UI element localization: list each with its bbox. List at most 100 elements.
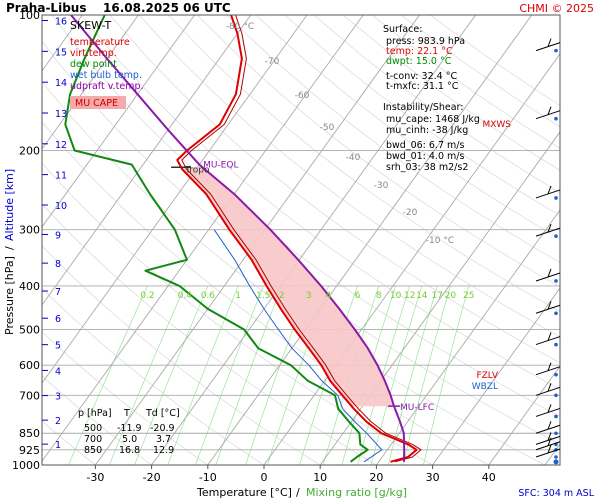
table-row-850-p: 850 xyxy=(84,445,102,456)
parcel-profile xyxy=(70,15,406,462)
isotherm-value-label: -50 xyxy=(320,123,335,133)
isotherm-value-label: -30 xyxy=(374,181,389,191)
y-axis-label-altitude: Altitude [km] xyxy=(3,169,16,241)
isotherm-value-label: -10 °C xyxy=(426,236,454,246)
isotherm-line xyxy=(42,15,364,462)
mixing-ratio-value-label: 25 xyxy=(463,291,474,301)
dry-adiabat xyxy=(255,15,560,240)
wind-barb-feather xyxy=(547,106,552,115)
dry-adiabat xyxy=(167,15,560,312)
table-row-500-td: -20.9 xyxy=(150,423,175,434)
surface-tmxfc: t-mxfc: 31.1 °C xyxy=(386,81,459,92)
x-axis-tick-label: 40 xyxy=(482,471,496,484)
isotherm-value-label: -40 xyxy=(346,153,361,163)
dry-adiabat xyxy=(109,15,560,364)
credit-label: CHMI © 2025 xyxy=(519,2,594,15)
mu-cinh-value: mu_cinh: -38 J/kg xyxy=(386,125,468,136)
altitude-tick-label: 4 xyxy=(55,366,61,377)
wind-barb-feather xyxy=(547,437,552,446)
x-axis-label-separator: / xyxy=(296,486,300,499)
bwd06-value: bwd_06: 6.7 m/s xyxy=(386,140,464,151)
wind-barb-feather xyxy=(547,301,552,310)
wind-barb-base xyxy=(554,311,558,316)
x-axis-label-mixing-ratio: Mixing ratio [g/kg] xyxy=(306,486,407,499)
mixing-ratio-line xyxy=(108,285,186,465)
isotherm-value-label: -80 °C xyxy=(226,22,254,32)
surface-panel: Surface: press: 983.9 hPa temp: 22.1 °C … xyxy=(383,24,480,173)
altitude-tick-label: 7 xyxy=(55,287,61,298)
mixing-ratio-line xyxy=(195,285,264,465)
mixing-ratio-value-label: 8 xyxy=(376,291,382,301)
wind-barb-base xyxy=(554,414,558,419)
y-axis-label-separator: / xyxy=(3,246,16,250)
mu-eql-label: MU-EQL xyxy=(203,160,238,170)
wind-barb-feather xyxy=(547,268,552,278)
wind-barb-base xyxy=(554,279,558,283)
instability-heading: Instability/Shear: xyxy=(383,102,463,113)
mixing-ratio-value-label: 6 xyxy=(355,291,361,301)
mixing-ratio-value-label: 0.4 xyxy=(178,291,193,301)
altitude-tick-label: 15 xyxy=(55,47,67,58)
isotherm-line xyxy=(42,15,308,384)
sfc-altitude-label: SFC: 304 m ASL xyxy=(518,488,594,499)
wind-barb-base xyxy=(554,196,558,200)
altitude-tick-label: 11 xyxy=(55,171,67,182)
dew-point-profile xyxy=(64,15,369,463)
x-axis-tick-label: -10 xyxy=(199,471,217,484)
table-row-700-p: 700 xyxy=(84,434,102,445)
table-header-p: p [hPa] xyxy=(78,408,112,419)
surface-wind-dot xyxy=(553,459,559,465)
dry-adiabat xyxy=(80,15,560,390)
wind-barb-base xyxy=(554,431,558,436)
table-row-700-td: 3.7 xyxy=(156,434,171,445)
mixing-ratio-value-label: 14 xyxy=(416,291,428,301)
altitude-tick-label: 12 xyxy=(55,140,67,151)
wind-barb-feather xyxy=(547,444,552,454)
wind-barb-base xyxy=(554,393,558,398)
isotherm-line xyxy=(263,53,560,465)
cape-area xyxy=(181,167,394,407)
altitude-tick-label: 3 xyxy=(55,392,61,403)
wind-barb-feather xyxy=(547,185,552,195)
wind-barb-feather xyxy=(547,362,552,371)
wind-barb-base xyxy=(554,342,558,347)
table-row-850-t: 16.8 xyxy=(119,445,140,456)
surface-dwpt: dwpt: 15.0 °C xyxy=(386,56,452,67)
plot-frame xyxy=(41,14,561,466)
isotherm-line xyxy=(376,209,560,465)
pressure-tick-label: 400 xyxy=(19,280,40,293)
dry-adiabat xyxy=(197,15,560,288)
isotherm-line xyxy=(151,15,476,465)
wind-barb-feather xyxy=(547,432,552,441)
x-axis-label-temperature: Temperature [°C] xyxy=(196,486,292,499)
altitude-tick-label: 2 xyxy=(55,416,61,427)
dry-adiabat xyxy=(138,15,560,338)
legend-title: SKEW-T xyxy=(70,19,112,32)
altitude-tick-label: 1 xyxy=(55,440,61,451)
mixing-ratio-value-label: 0.6 xyxy=(201,291,216,301)
isotherm-value-label: -20 xyxy=(403,208,418,218)
levels-table: p [hPa] T Td [°C] 500 -11.9 -20.9 700 5.… xyxy=(78,408,180,456)
mixing-ratio-value-label: 4 xyxy=(326,291,332,301)
surface-heading: Surface: xyxy=(383,24,422,35)
legend-item-updraft-vtemp: udpraft v.temp. xyxy=(70,81,144,92)
mixing-ratio-value-label: 17 xyxy=(432,291,443,301)
x-axis-tick-label: -30 xyxy=(86,471,104,484)
x-axis-tick-label: 0 xyxy=(261,471,268,484)
dry-adiabat xyxy=(284,15,560,217)
altitude-tick-label: 6 xyxy=(55,314,61,325)
mu-cape-value: mu_cape: 1468 J/kg xyxy=(386,114,480,125)
legend-item-wet-bulb: wet bulb temp. xyxy=(70,70,142,81)
pressure-tick-label: 300 xyxy=(19,224,40,237)
isotherm-line xyxy=(42,15,139,150)
pressure-tick-label: 850 xyxy=(19,427,40,440)
surface-tconv: t-conv: 32.4 °C xyxy=(386,71,457,82)
wind-barb-column xyxy=(535,38,561,465)
mu-lfc-label: MU-LFC xyxy=(400,403,434,413)
fzlv-label: FZLV xyxy=(476,371,498,381)
legend-item-temperature: temperature xyxy=(70,37,130,48)
altitude-tick-label: 5 xyxy=(55,341,61,352)
station-title: Praha-Libus xyxy=(6,1,86,15)
mixing-ratio-value-label: 2 xyxy=(279,291,285,301)
pressure-tick-label: 200 xyxy=(19,144,40,157)
